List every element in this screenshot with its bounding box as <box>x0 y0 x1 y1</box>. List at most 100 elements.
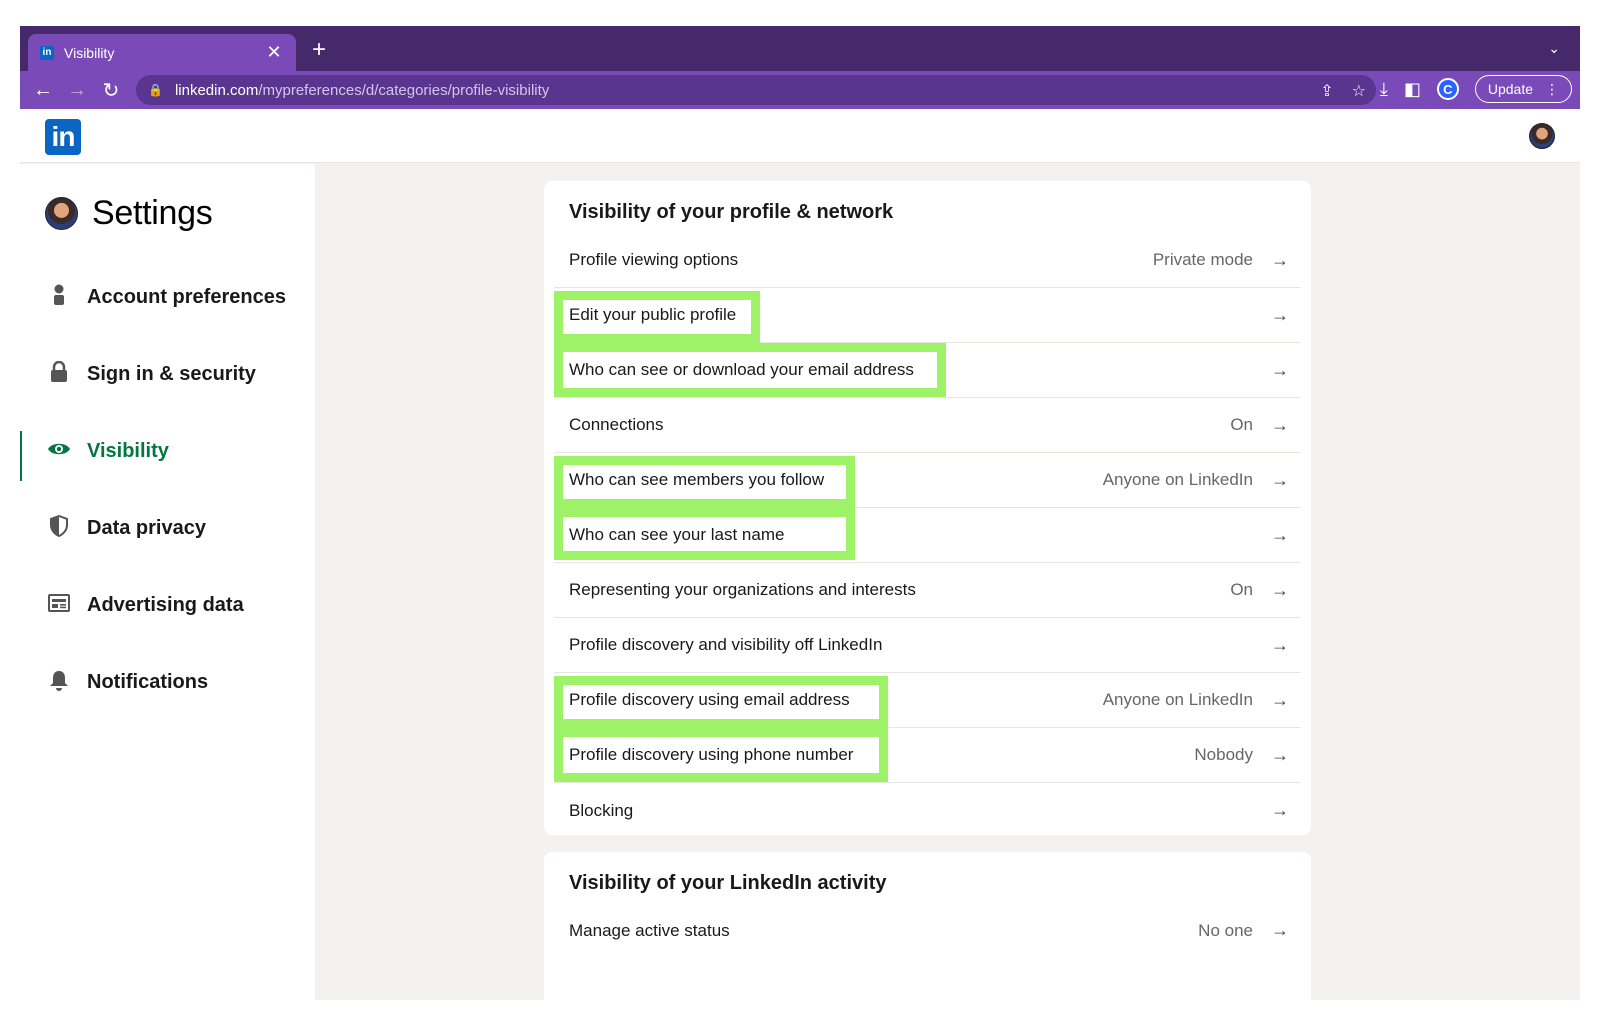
highlight-box <box>554 676 888 728</box>
arrow-right-icon: → <box>1271 579 1289 600</box>
settings-list: Manage active status No one → <box>544 903 1311 958</box>
sidebar-item-visibility[interactable]: Visibility <box>20 413 315 490</box>
lock-icon <box>47 360 71 388</box>
highlight-box <box>554 343 946 397</box>
update-label: Update <box>1487 81 1533 97</box>
sidebar-item-account-preferences[interactable]: Account preferences <box>20 259 315 336</box>
list-item[interactable]: Blocking → <box>554 783 1301 838</box>
arrow-right-icon: → <box>1271 800 1289 820</box>
arrow-right-icon: → <box>1271 634 1289 655</box>
row-value: Private mode <box>1152 250 1253 269</box>
tab-search-chevron-icon[interactable]: ⌄ <box>1548 40 1560 56</box>
sidebar-item-sign-in-security[interactable]: Sign in & security <box>20 336 315 413</box>
row-value: On <box>1230 580 1253 599</box>
back-arrow-icon[interactable]: ← <box>33 78 53 101</box>
row-label: Profile discovery using email address <box>569 690 850 709</box>
highlight-box <box>554 728 888 782</box>
section-title: Visibility of your profile & network <box>569 201 894 223</box>
arrow-right-icon: → <box>1271 689 1289 710</box>
browser-toolbar: ← → ↻ 🔒 linkedin.com/mypreferences/d/cat… <box>20 71 1580 109</box>
row-label: Who can see or download your email addre… <box>569 360 914 379</box>
close-tab-icon[interactable]: ✕ <box>266 42 282 62</box>
page-title: Settings <box>92 194 213 232</box>
list-item[interactable]: Manage active status No one → <box>554 903 1301 958</box>
settings-sidebar: Settings Account preferences Sign in & s… <box>20 164 315 1000</box>
list-item[interactable]: Who can see your last name → <box>554 508 1301 563</box>
row-label: Representing your organizations and inte… <box>569 580 916 599</box>
more-menu-icon: ⋮ <box>1545 80 1559 97</box>
forward-arrow-icon[interactable]: → <box>67 78 87 101</box>
arrow-right-icon: → <box>1271 524 1289 545</box>
highlight-box <box>554 456 855 508</box>
sidebar-item-label: Sign in & security <box>87 363 256 385</box>
ad-icon <box>47 594 71 617</box>
sidebar-item-label: Advertising data <box>87 594 244 616</box>
arrow-right-icon: → <box>1271 249 1289 270</box>
row-label: Who can see members you follow <box>569 470 825 489</box>
list-item[interactable]: Who can see members you follow Anyone on… <box>554 453 1301 508</box>
avatar <box>45 197 78 230</box>
new-tab-button[interactable]: + <box>312 36 327 63</box>
row-label: Who can see your last name <box>569 525 785 544</box>
avatar[interactable] <box>1529 123 1555 149</box>
shield-icon <box>47 514 71 542</box>
update-button[interactable]: Update ⋮ <box>1474 75 1572 103</box>
url-path: /mypreferences/d/categories/profile-visi… <box>258 81 550 99</box>
row-label: Profile discovery and visibility off Lin… <box>569 635 883 654</box>
sidebar-item-advertising-data[interactable]: Advertising data <box>20 567 315 644</box>
tab-bar: in Visibility ✕ + ⌄ <box>20 26 1580 71</box>
profile-network-card: Visibility of your profile & network Pro… <box>544 181 1311 835</box>
eye-icon <box>47 441 71 462</box>
sidebar-item-label: Account preferences <box>87 286 286 308</box>
download-icon[interactable]: ⤓ <box>1379 78 1388 99</box>
arrow-right-icon: → <box>1271 744 1289 765</box>
list-item[interactable]: Who can see or download your email addre… <box>554 343 1301 398</box>
row-label: Profile discovery using phone number <box>569 745 854 764</box>
activity-card: Visibility of your LinkedIn activity Man… <box>544 852 1311 1000</box>
linkedin-logo[interactable]: in <box>45 119 81 155</box>
row-value: Anyone on LinkedIn <box>1102 470 1253 489</box>
star-icon[interactable]: ☆ <box>1351 83 1366 100</box>
list-item[interactable]: Connections On → <box>554 398 1301 453</box>
tab-visibility[interactable]: in Visibility ✕ <box>28 34 296 71</box>
row-value: Nobody <box>1194 745 1253 764</box>
omnibox-actions: ⇪ ☆ <box>1320 81 1366 101</box>
reload-icon[interactable]: ↻ <box>102 79 120 102</box>
settings-nav: Account preferences Sign in & security V… <box>20 259 315 721</box>
arrow-right-icon: → <box>1271 304 1289 325</box>
linkedin-header: in <box>20 109 1580 163</box>
arrow-right-icon: → <box>1271 469 1289 490</box>
url-host: linkedin.com <box>174 81 259 99</box>
highlight-box <box>554 291 760 343</box>
list-item[interactable]: Profile discovery and visibility off Lin… <box>554 618 1301 673</box>
settings-list: Profile viewing options Private mode → E… <box>544 233 1311 838</box>
sidebar-item-notifications[interactable]: Notifications <box>20 644 315 721</box>
address-bar[interactable]: 🔒 linkedin.com/mypreferences/d/categorie… <box>136 75 1376 105</box>
list-item[interactable]: Profile viewing options Private mode → <box>554 233 1301 288</box>
settings-heading: Settings <box>45 194 213 233</box>
list-item[interactable]: Representing your organizations and inte… <box>554 563 1301 618</box>
row-label: Profile viewing options <box>569 250 739 269</box>
browser-window: in Visibility ✕ + ⌄ ← → ↻ 🔒 linkedin.com… <box>20 26 1580 1000</box>
list-item[interactable]: Profile discovery using phone number Nob… <box>554 728 1301 783</box>
row-label: Connections <box>569 415 664 434</box>
bell-icon <box>47 669 71 696</box>
row-value: On <box>1230 415 1253 434</box>
toolbar-right: ⤓ ◧ C Update ⋮ <box>1380 75 1572 103</box>
row-value: No one <box>1198 920 1253 940</box>
list-item[interactable]: Edit your public profile → <box>554 288 1301 343</box>
lock-icon[interactable]: 🔒 <box>148 83 163 97</box>
row-label: Edit your public profile <box>569 305 737 324</box>
person-icon <box>47 284 71 311</box>
section-title: Visibility of your LinkedIn activity <box>569 872 887 894</box>
row-value: Anyone on LinkedIn <box>1102 690 1253 709</box>
row-label: Blocking <box>569 800 634 820</box>
extension-c-icon[interactable]: C <box>1436 78 1459 100</box>
list-item[interactable]: Profile discovery using email address An… <box>554 673 1301 728</box>
share-icon[interactable]: ⇪ <box>1320 83 1334 100</box>
arrow-right-icon: → <box>1271 920 1289 940</box>
side-panel-icon[interactable]: ◧ <box>1403 78 1421 99</box>
sidebar-item-data-privacy[interactable]: Data privacy <box>20 490 315 567</box>
sidebar-item-label: Data privacy <box>87 517 206 539</box>
tab-title: Visibility <box>64 44 115 61</box>
